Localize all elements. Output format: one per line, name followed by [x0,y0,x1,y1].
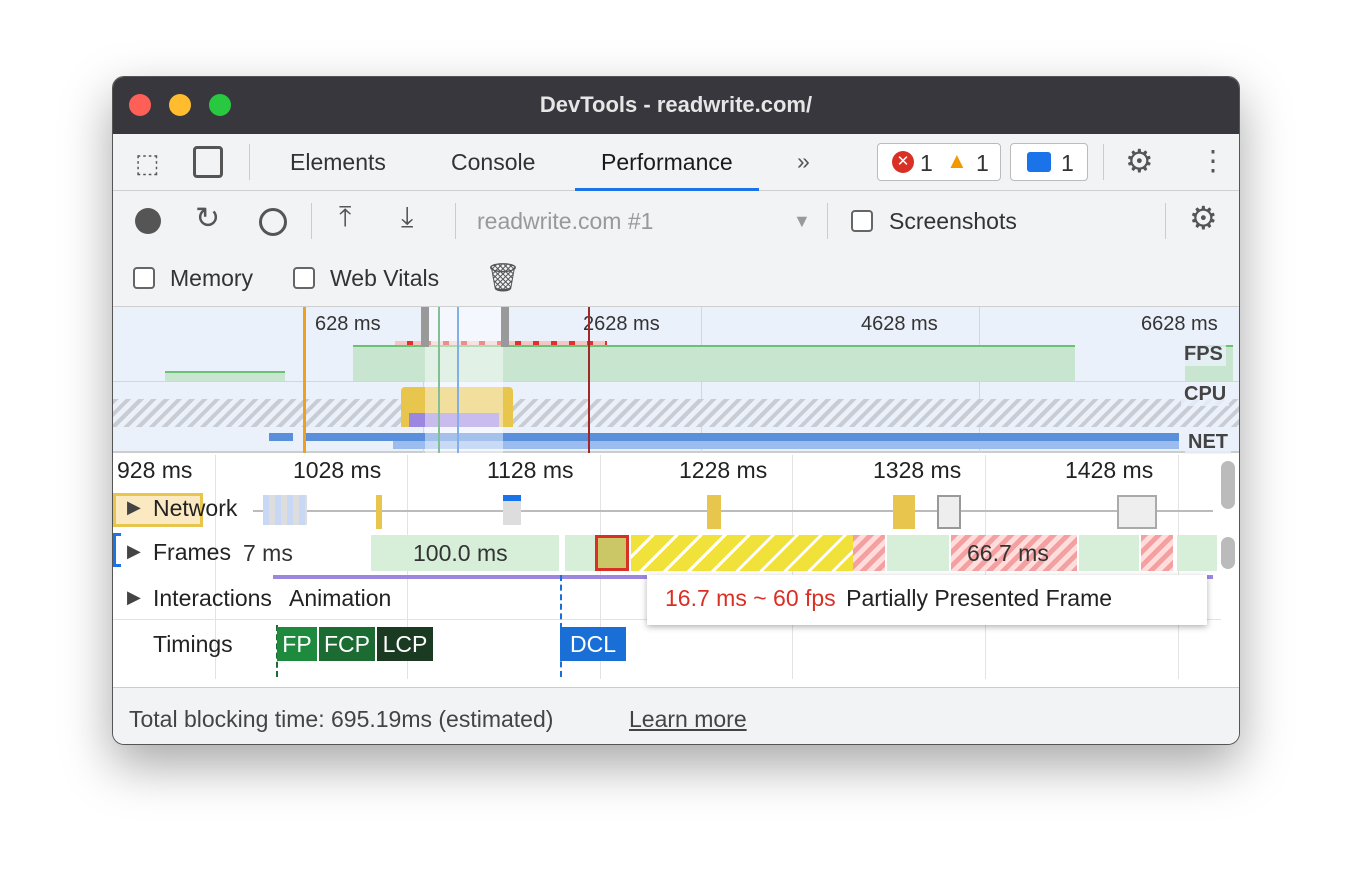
frame-tooltip: 16.7 ms ~ 60 fps Partially Presented Fra… [647,575,1207,625]
error-count: 1 [920,150,933,176]
performance-toolbar: ↻ ⤒ ⤓ readwrite.com #1 ▼ Screenshots ⚙ Me… [113,191,1239,307]
record-button[interactable] [135,208,161,234]
tooltip-fps: 16.7 ms ~ 60 fps [665,585,836,611]
screenshots-label: Screenshots [889,208,1017,234]
frame-duration-label: 66.7 ms [967,540,1049,566]
frames-scrollbar[interactable] [1221,537,1235,569]
lcp-marker[interactable]: LCP [377,627,433,661]
tab-console[interactable]: Console [451,149,536,175]
capture-settings-icon[interactable]: ⚙ [1189,200,1218,236]
total-blocking-time: Total blocking time: 695.19ms (estimated… [129,706,554,732]
frames-expand-icon[interactable]: ▶ [127,541,141,561]
load-marker-line [588,307,590,453]
message-icon [1027,152,1051,172]
time-tick: 1028 ms [293,457,382,483]
time-tick: 928 ms [117,457,193,483]
tab-performance[interactable]: Performance [575,134,759,191]
overview-tick: 6628 ms [1141,313,1218,335]
network-expand-icon[interactable]: ▶ [127,497,141,517]
learn-more-link[interactable]: Learn more [629,706,747,732]
overview-tick: 4628 ms [861,313,938,335]
frames-row-label[interactable]: Frames [153,539,231,565]
frame-duration-label: 7 ms [243,540,293,566]
recording-select-value: readwrite.com #1 [477,208,654,234]
dropped-frame[interactable] [853,535,885,571]
animation-label: Animation [289,585,392,611]
interactions-row-label[interactable]: Interactions [153,585,272,611]
recording-select[interactable]: readwrite.com #1 ▼ [477,208,813,235]
overview-tick: 2628 ms [583,313,660,335]
selected-partial-frame[interactable] [595,535,629,571]
screenshots-checkbox[interactable] [851,210,873,232]
close-button[interactable] [129,94,151,116]
devtools-window: DevTools - readwrite.com/ ⬚ Elements Con… [112,76,1240,745]
settings-gear-icon[interactable]: ⚙ [1125,143,1154,179]
frame-bar[interactable] [371,535,559,571]
fcp-marker-line [438,307,440,453]
network-row-label[interactable]: Network [153,495,238,521]
web-vitals-label: Web Vitals [330,265,440,291]
interactions-expand-icon[interactable]: ▶ [127,587,141,607]
warning-count: 1 [976,150,989,176]
tooltip-description: Partially Presented Frame [846,585,1113,611]
timeline-flamechart[interactable]: 928 ms 1028 ms 1128 ms 1228 ms 1328 ms 1… [113,455,1239,687]
dropped-frame-long[interactable] [951,535,1077,571]
download-icon[interactable]: ⤓ [401,201,414,232]
messages-badge[interactable]: 1 [1010,143,1088,181]
memory-label: Memory [170,265,254,291]
selection-right-handle[interactable] [501,307,509,347]
inspect-element-icon[interactable]: ⬚ [135,148,160,178]
more-menu-icon[interactable]: ⋮ [1199,145,1227,176]
dcl-marker-line [457,307,459,453]
net-chart [303,433,1179,441]
network-timeline [253,510,1213,512]
more-tabs-icon[interactable]: » [797,148,810,174]
fp-marker-line [303,307,306,453]
fps-track-label: FPS [1181,343,1226,366]
error-icon: ✕ [892,151,914,173]
device-toolbar-icon[interactable] [193,146,223,178]
issues-badge[interactable]: ✕ 1 ▲ 1 [877,143,1001,181]
reload-record-icon[interactable]: ↻ [195,202,221,235]
network-request-bar[interactable] [113,493,203,527]
selection-left-handle[interactable] [421,307,429,347]
dcl-marker[interactable]: DCL [560,627,626,661]
time-tick: 1228 ms [679,457,768,483]
memory-checkbox[interactable] [133,267,155,289]
clear-icon[interactable] [259,208,287,236]
message-count: 1 [1061,150,1074,176]
window-title: DevTools - readwrite.com/ [539,92,813,117]
frame-selection-bracket [113,533,121,567]
cpu-track-label: CPU [1181,383,1230,406]
frame-duration-label: 100.0 ms [413,540,508,566]
tab-elements[interactable]: Elements [290,149,386,175]
zoom-button[interactable] [209,94,231,116]
time-tick: 1328 ms [873,457,962,483]
dropdown-arrow-icon: ▼ [793,211,811,231]
title-bar: DevTools - readwrite.com/ [113,77,1239,134]
scrollbar[interactable] [1221,461,1235,509]
summary-footer: Total blocking time: 695.19ms (estimated… [113,687,1239,744]
partially-presented-frames[interactable] [631,535,853,571]
time-tick: 1428 ms [1065,457,1154,483]
timings-row-label: Timings [153,631,233,657]
timeline-overview[interactable]: 628 ms 2628 ms 4628 ms 6628 ms FPS CPU N… [113,307,1239,454]
warning-icon: ▲ [946,148,968,173]
web-vitals-checkbox[interactable] [293,267,315,289]
minimize-button[interactable] [169,94,191,116]
fp-marker[interactable]: FP [277,627,317,661]
cpu-chart [113,399,1239,427]
net-track-label: NET [1185,431,1231,454]
garbage-collect-icon[interactable]: 🗑 [485,262,521,293]
time-tick: 1128 ms [487,457,574,483]
overview-tick: 628 ms [315,313,381,335]
main-tabs: ⬚ Elements Console Performance » ✕ 1 ▲ 1… [113,134,1239,191]
upload-icon[interactable]: ⤒ [339,201,352,232]
selection-window[interactable] [425,307,503,453]
fcp-marker[interactable]: FCP [319,627,375,661]
